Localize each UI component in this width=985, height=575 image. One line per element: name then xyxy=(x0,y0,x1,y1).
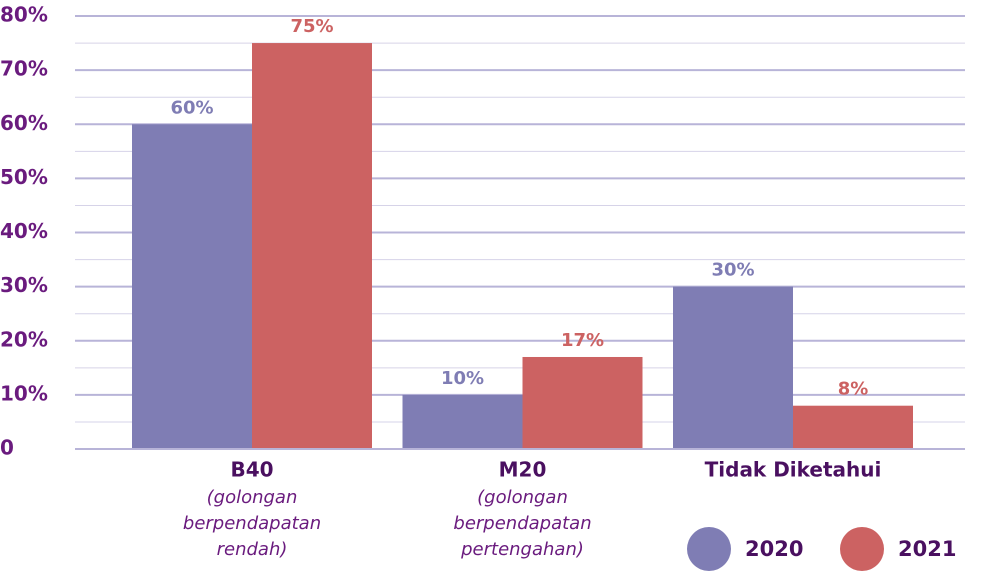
x-tick-label: B40 xyxy=(230,458,273,482)
legend-label: 2021 xyxy=(898,537,956,561)
data-label: 30% xyxy=(711,260,754,281)
x-tick-label: M20 xyxy=(499,458,547,482)
y-tick-label: 80% xyxy=(0,3,48,27)
data-label: 8% xyxy=(838,379,869,400)
y-tick-label: 0 xyxy=(0,436,14,460)
bar xyxy=(673,286,793,449)
legend-label: 2020 xyxy=(745,537,803,561)
y-tick-label: 60% xyxy=(0,111,48,135)
y-tick-label: 30% xyxy=(0,273,48,297)
y-tick-label: 70% xyxy=(0,57,48,81)
y-tick-label: 10% xyxy=(0,381,48,405)
data-label: 10% xyxy=(441,368,484,389)
y-tick-label: 20% xyxy=(0,327,48,351)
legend-swatch xyxy=(840,527,884,571)
bar xyxy=(132,124,252,449)
data-label: 60% xyxy=(170,97,213,118)
bar xyxy=(793,405,913,449)
category-note: (golongan berpendapatan rendah) xyxy=(183,487,321,560)
bar xyxy=(522,356,643,449)
data-label: 17% xyxy=(561,330,604,351)
category-note: (golongan berpendapatan pertengahan) xyxy=(453,487,591,560)
bar xyxy=(252,43,372,449)
y-tick-label: 40% xyxy=(0,219,48,243)
x-tick-label: Tidak Diketahui xyxy=(705,458,882,482)
bar xyxy=(402,394,523,449)
data-label: 75% xyxy=(290,16,333,37)
y-tick-label: 50% xyxy=(0,165,48,189)
legend-swatch xyxy=(687,527,731,571)
